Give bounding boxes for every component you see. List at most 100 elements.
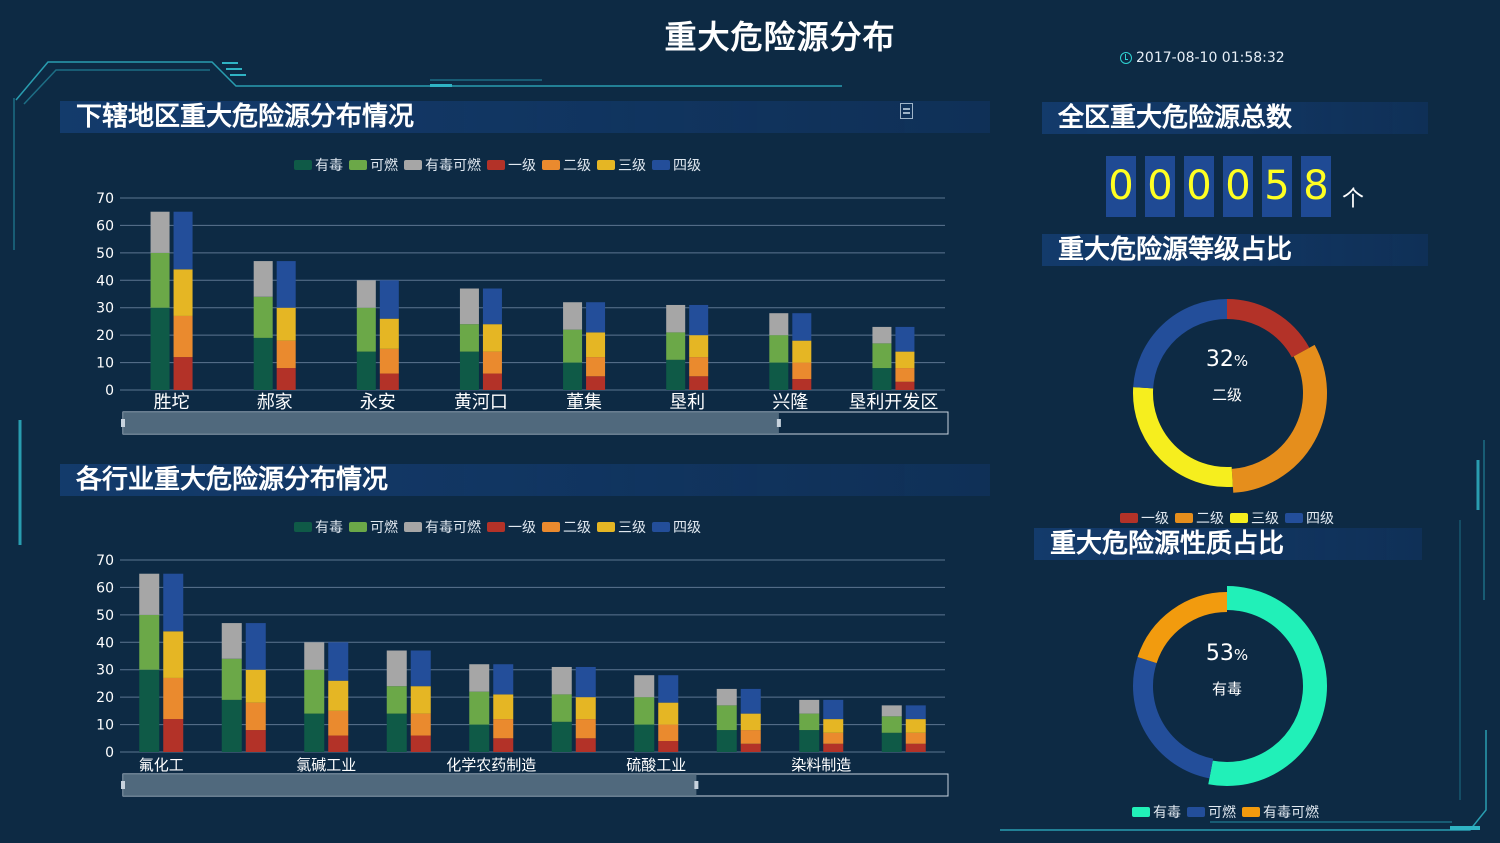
bar-segment[interactable]	[586, 376, 606, 390]
bar-segment[interactable]	[905, 705, 926, 720]
bar-segment[interactable]	[245, 669, 266, 703]
bar-segment[interactable]	[586, 302, 606, 333]
bar-segment[interactable]	[872, 326, 892, 344]
industry-legend-item[interactable]: 三级	[597, 517, 646, 537]
bar-segment[interactable]	[872, 343, 892, 369]
bar-segment[interactable]	[799, 730, 820, 752]
bar-segment[interactable]	[689, 357, 709, 377]
bar-segment[interactable]	[150, 252, 170, 308]
bar-segment[interactable]	[716, 705, 737, 731]
bar-segment[interactable]	[163, 573, 184, 632]
bar-segment[interactable]	[666, 359, 686, 390]
bar-segment[interactable]	[304, 642, 325, 670]
bar-segment[interactable]	[253, 337, 273, 390]
bar-segment[interactable]	[740, 743, 761, 752]
region-legend-item[interactable]: 二级	[542, 155, 591, 175]
zoom-slider-window[interactable]	[123, 412, 779, 434]
bar-segment[interactable]	[245, 623, 266, 670]
bar-segment[interactable]	[740, 688, 761, 714]
bar-segment[interactable]	[658, 724, 679, 742]
bar-segment[interactable]	[482, 351, 502, 374]
bar-segment[interactable]	[689, 335, 709, 358]
bar-segment[interactable]	[563, 362, 583, 390]
bar-segment[interactable]	[586, 357, 606, 377]
bar-segment[interactable]	[328, 710, 349, 736]
bar-segment[interactable]	[245, 702, 266, 731]
zoom-handle-left[interactable]	[121, 419, 125, 427]
bar-segment[interactable]	[792, 362, 812, 380]
bar-segment[interactable]	[150, 307, 170, 390]
bar-segment[interactable]	[493, 694, 514, 720]
industry-legend-item[interactable]: 有毒可燃	[404, 517, 481, 537]
bar-segment[interactable]	[634, 675, 655, 698]
bar-segment[interactable]	[163, 677, 184, 720]
bar-segment[interactable]	[905, 719, 926, 733]
data-view-icon[interactable]	[900, 103, 913, 119]
bar-segment[interactable]	[469, 664, 490, 692]
bar-segment[interactable]	[551, 694, 572, 722]
zoom-handle-right[interactable]	[694, 781, 699, 789]
bar-segment[interactable]	[823, 743, 844, 752]
bar-segment[interactable]	[379, 348, 399, 374]
bar-segment[interactable]	[895, 326, 915, 352]
region-chart-legend[interactable]: 有毒 可燃 有毒可燃 一级 二级 三级 四级	[294, 155, 707, 175]
donut-slice[interactable]	[1226, 299, 1310, 358]
zoom-handle-right[interactable]	[776, 419, 781, 427]
bar-segment[interactable]	[276, 261, 296, 308]
grade-legend-item[interactable]: 二级	[1175, 508, 1224, 528]
bar-segment[interactable]	[245, 730, 266, 752]
bar-segment[interactable]	[328, 680, 349, 711]
bar-segment[interactable]	[356, 307, 376, 352]
zoom-handle-left[interactable]	[121, 781, 125, 789]
bar-segment[interactable]	[173, 269, 193, 316]
bar-segment[interactable]	[792, 340, 812, 363]
bar-segment[interactable]	[276, 307, 296, 341]
bar-segment[interactable]	[328, 735, 349, 752]
bar-segment[interactable]	[253, 296, 273, 338]
bar-segment[interactable]	[823, 699, 844, 720]
bar-segment[interactable]	[469, 724, 490, 752]
bar-segment[interactable]	[895, 368, 915, 382]
bar-segment[interactable]	[379, 373, 399, 390]
bar-segment[interactable]	[410, 686, 431, 714]
donut-slice[interactable]	[1133, 299, 1228, 389]
bar-segment[interactable]	[666, 332, 686, 360]
region-legend-item[interactable]: 有毒可燃	[404, 155, 481, 175]
bar-segment[interactable]	[551, 666, 572, 695]
industry-chart-legend[interactable]: 有毒 可燃 有毒可燃 一级 二级 三级 四级	[294, 517, 707, 537]
region-legend-item[interactable]: 可燃	[349, 155, 398, 175]
donut-slice[interactable]	[1231, 344, 1327, 493]
bar-segment[interactable]	[482, 288, 502, 325]
bar-segment[interactable]	[139, 573, 160, 615]
bar-segment[interactable]	[173, 211, 193, 270]
bar-segment[interactable]	[139, 614, 160, 670]
bar-segment[interactable]	[881, 732, 902, 752]
bar-segment[interactable]	[769, 335, 789, 363]
bar-segment[interactable]	[769, 362, 789, 390]
bar-segment[interactable]	[459, 351, 479, 390]
bar-segment[interactable]	[658, 741, 679, 752]
bar-segment[interactable]	[276, 368, 296, 390]
bar-segment[interactable]	[689, 304, 709, 336]
industry-legend-item[interactable]: 四级	[652, 517, 701, 537]
bar-segment[interactable]	[173, 315, 193, 358]
bar-segment[interactable]	[410, 735, 431, 752]
bar-segment[interactable]	[895, 351, 915, 369]
bar-segment[interactable]	[469, 691, 490, 725]
donut-slice[interactable]	[1208, 586, 1327, 786]
donut-slice[interactable]	[1133, 656, 1214, 779]
bar-segment[interactable]	[792, 313, 812, 341]
bar-segment[interactable]	[551, 721, 572, 752]
bar-segment[interactable]	[410, 713, 431, 736]
donut-slice[interactable]	[1137, 592, 1228, 664]
grade-legend-item[interactable]: 三级	[1230, 508, 1279, 528]
bar-segment[interactable]	[482, 373, 502, 390]
bar-segment[interactable]	[563, 302, 583, 330]
bar-segment[interactable]	[356, 351, 376, 390]
grade-legend-item[interactable]: 一级	[1120, 508, 1169, 528]
bar-segment[interactable]	[379, 280, 399, 319]
bar-segment[interactable]	[905, 743, 926, 752]
bar-segment[interactable]	[658, 675, 679, 703]
bar-segment[interactable]	[823, 732, 844, 744]
region-legend-item[interactable]: 三级	[597, 155, 646, 175]
